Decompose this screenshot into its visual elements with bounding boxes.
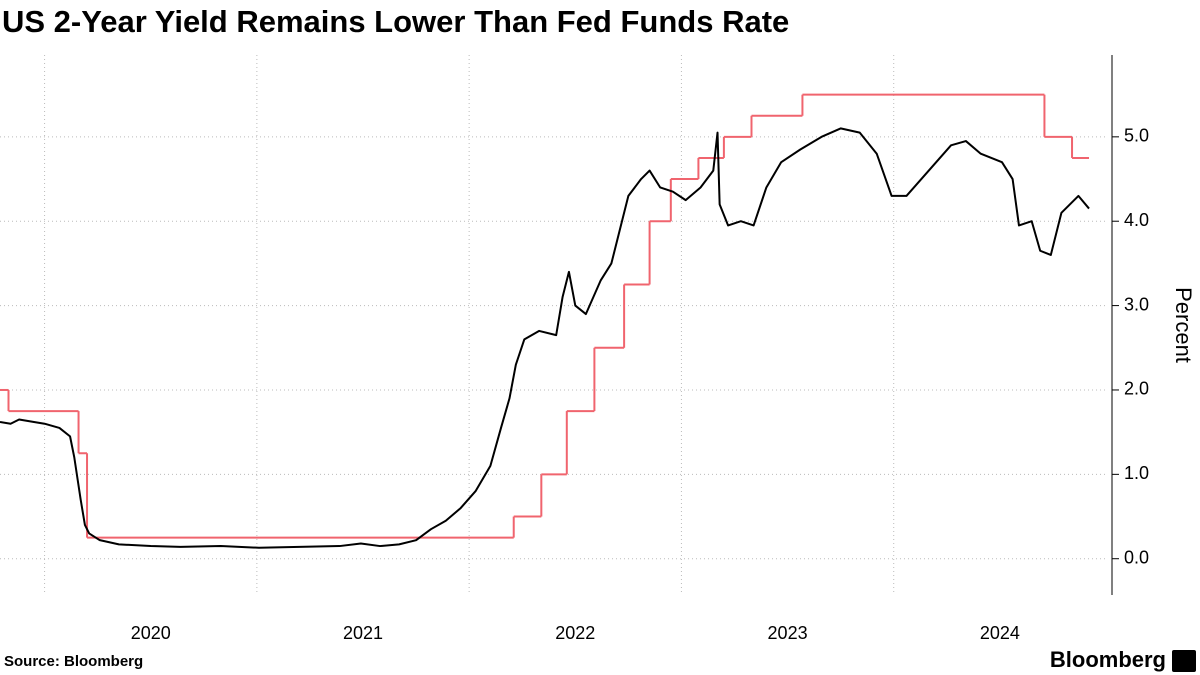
x-tick-label: 2022 bbox=[555, 623, 595, 643]
x-tick-label: 2023 bbox=[768, 623, 808, 643]
brand-logo: Bloomberg bbox=[1050, 647, 1166, 672]
x-tick-label: 2020 bbox=[131, 623, 171, 643]
x-tick-label: 2024 bbox=[980, 623, 1020, 643]
y-tick-label: 3.0 bbox=[1124, 294, 1149, 314]
brand-icon bbox=[1172, 650, 1196, 672]
x-tick-label: 2021 bbox=[343, 623, 383, 643]
chart-title: US 2-Year Yield Remains Lower Than Fed F… bbox=[2, 4, 789, 39]
source: Source: Bloomberg bbox=[4, 653, 143, 670]
y-tick-label: 0.0 bbox=[1124, 547, 1149, 567]
y-tick-label: 4.0 bbox=[1124, 210, 1149, 230]
y-tick-label: 2.0 bbox=[1124, 379, 1149, 399]
y-tick-label: 5.0 bbox=[1124, 126, 1149, 146]
line-series bbox=[0, 127, 1090, 549]
y-tick-label: 1.0 bbox=[1124, 463, 1149, 483]
y-axis-label: Percent bbox=[1171, 287, 1196, 363]
